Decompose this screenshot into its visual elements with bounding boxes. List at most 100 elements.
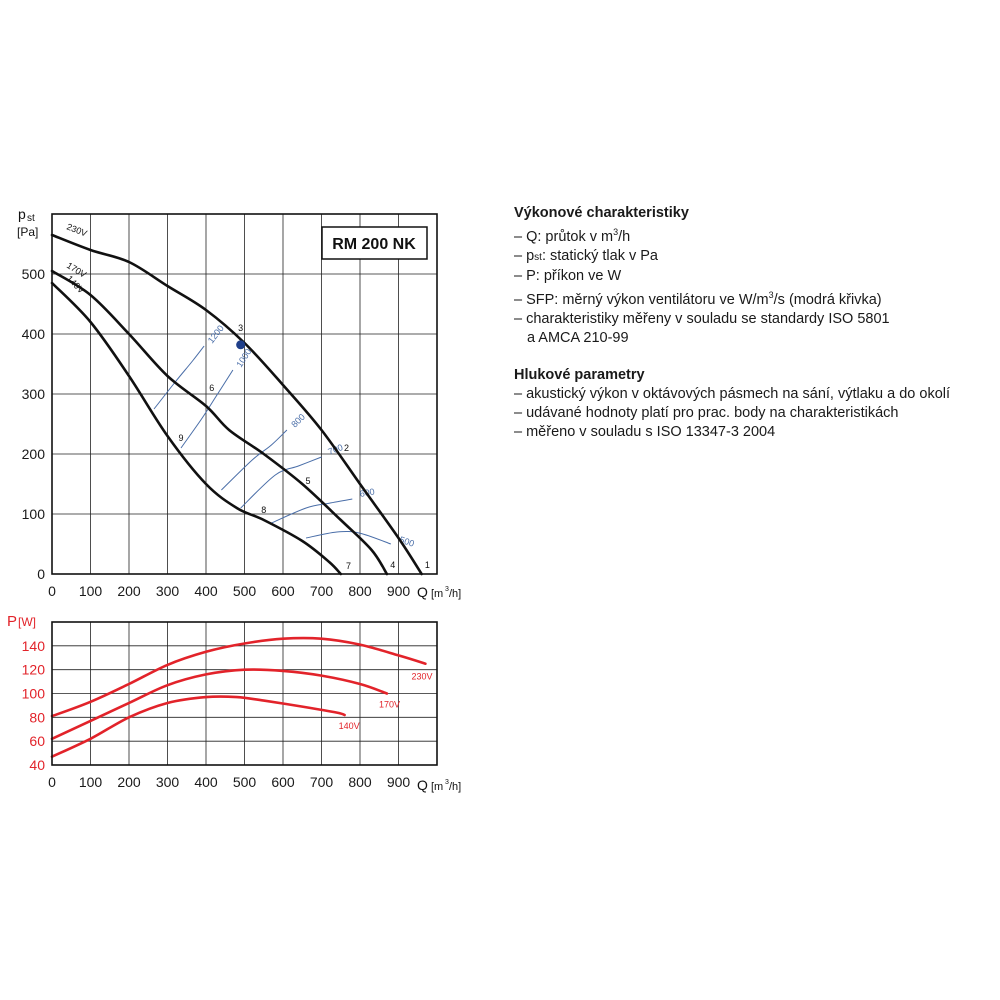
operating-point-label-3: 3 bbox=[238, 323, 243, 333]
pressure-curve-140V bbox=[50, 281, 343, 576]
power-x-tick-label: 100 bbox=[79, 774, 103, 790]
pressure-y-tick-label: 500 bbox=[22, 266, 46, 282]
sfp-curve-600 bbox=[271, 498, 353, 524]
pressure-ylabel-symbol: p bbox=[18, 206, 26, 222]
model-title-box bbox=[321, 226, 428, 260]
pressure-curve-230V bbox=[50, 233, 423, 576]
power-y-tick-label: 80 bbox=[29, 709, 45, 725]
info-item-iso-cont: a AMCA 210-99 bbox=[527, 329, 629, 346]
info-item-sfp-post: /s (modrá křivka) bbox=[773, 291, 882, 308]
operating-point-label-7: 7 bbox=[346, 561, 351, 571]
pressure-xlabel-unit-pre: [m bbox=[431, 588, 443, 600]
info-item-flow-sup: 3 bbox=[613, 227, 619, 237]
power-xlabel-unit-post: /h] bbox=[449, 781, 461, 793]
info-item-pressure-pre: – p bbox=[514, 247, 535, 264]
power-y-tick-label: 140 bbox=[22, 638, 46, 654]
power-ticks: 0 100 200 300 400 500 600 700 800 900 40 60 80 100 120… bbox=[22, 638, 411, 790]
sfp-curve-1000 bbox=[180, 369, 234, 449]
power-x-tick-label: 700 bbox=[310, 774, 334, 790]
pressure-xlabel-unit-sup: 3 bbox=[445, 586, 449, 593]
power-x-tick-label: 600 bbox=[271, 774, 295, 790]
noise-heading: Hlukové parametry bbox=[514, 366, 645, 383]
power-x-tick-label: 0 bbox=[48, 774, 56, 790]
power-curve-label-140V: 140V bbox=[339, 721, 360, 731]
power-curve-140V bbox=[50, 695, 346, 758]
power-xlabel: Q bbox=[417, 777, 428, 793]
power-xlabel-unit-pre: [m bbox=[431, 781, 443, 793]
sfp-curve-700 bbox=[240, 456, 322, 509]
power-x-tick-label: 200 bbox=[117, 774, 141, 790]
pressure-x-tick-label: 900 bbox=[387, 583, 411, 599]
pressure-x-tick-label: 0 bbox=[48, 583, 56, 599]
power-y-tick-label: 60 bbox=[29, 733, 45, 749]
power-y-tick-label: 120 bbox=[22, 662, 46, 678]
info-panel: Výkonové charakteristiky – Q: průtok v m… bbox=[514, 204, 1000, 442]
performance-heading: Výkonové charakteristiky bbox=[514, 205, 689, 221]
info-item-sfp-sup: 3 bbox=[768, 289, 774, 300]
info-item-pressure-sub: st bbox=[534, 251, 542, 263]
pressure-x-tick-label: 500 bbox=[233, 583, 257, 599]
operating-point-label-1: 1 bbox=[425, 560, 430, 570]
operating-point-label-9: 9 bbox=[178, 433, 183, 443]
power-x-tick-label: 800 bbox=[348, 774, 372, 790]
power-plot-frame bbox=[51, 621, 438, 766]
pressure-x-tick-label: 100 bbox=[79, 583, 103, 599]
power-y-tick-label: 100 bbox=[22, 686, 46, 702]
power-series bbox=[50, 636, 427, 758]
pressure-y-tick-label: 400 bbox=[22, 326, 46, 342]
pressure-y-tick-label: 0 bbox=[37, 566, 45, 582]
operating-point-label-5: 5 bbox=[306, 476, 311, 486]
operating-point-label-2: 2 bbox=[344, 443, 349, 453]
info-item-noise-1: – akustický výkon v oktávových pásmech n… bbox=[514, 385, 951, 402]
sfp-curve-500 bbox=[306, 531, 391, 545]
operating-point-label-6: 6 bbox=[209, 383, 214, 393]
power-chart: 230V 170V 140V 0 100 200 300 400 500 600 700 800 90… bbox=[7, 613, 461, 793]
info-item-flow-pre: – Q: průtok v m bbox=[514, 228, 614, 245]
info-item-flow: – Q: průtok v m3/h bbox=[514, 223, 1000, 247]
power-x-tick-label: 400 bbox=[194, 774, 218, 790]
pressure-x-tick-label: 300 bbox=[156, 583, 180, 599]
power-labels: 230V 170V 140V bbox=[339, 672, 433, 731]
operating-point-marker bbox=[236, 340, 246, 350]
info-item-power: – P: příkon ve W bbox=[514, 267, 622, 284]
info-item-sfp-pre: – SFP: měrný výkon ventilátoru ve W/m bbox=[514, 291, 769, 308]
pressure-x-tick-label: 400 bbox=[194, 583, 218, 599]
pressure-x-tick-label: 200 bbox=[117, 583, 141, 599]
info-item-noise-2: – udávané hodnoty platí pro prac. body n… bbox=[514, 404, 899, 421]
info-item-sfp: – SFP: měrný výkon ventilátoru ve W/m3/s… bbox=[514, 286, 1000, 310]
pressure-ticks: 0 100 200 300 400 500 600 700 800 900 0 100 200 300 40… bbox=[22, 266, 411, 599]
info-item-iso: – charakteristiky měřeny v souladu se st… bbox=[514, 310, 890, 327]
power-x-tick-label: 300 bbox=[156, 774, 180, 790]
pressure-y-tick-label: 300 bbox=[22, 386, 46, 402]
sfp-label-800: 800 bbox=[289, 412, 307, 430]
sfp-curve-800 bbox=[221, 429, 288, 491]
sfp-curve-1200 bbox=[153, 345, 205, 410]
info-item-flow-post: /h bbox=[618, 228, 631, 245]
power-y-tick-label: 40 bbox=[29, 757, 45, 773]
power-ylabel-unit: [W] bbox=[18, 615, 36, 629]
pressure-curve-170V bbox=[50, 269, 389, 576]
pressure-grid bbox=[52, 214, 437, 574]
power-x-tick-label: 500 bbox=[233, 774, 257, 790]
pressure-series bbox=[50, 233, 423, 576]
pressure-plot-frame bbox=[51, 213, 438, 575]
model-title: RM 200 NK bbox=[332, 236, 416, 253]
power-curve-label-170V: 170V bbox=[379, 700, 400, 710]
pressure-y-tick-label: 200 bbox=[22, 446, 46, 462]
pressure-y-tick-label: 100 bbox=[22, 506, 46, 522]
pressure-ylabel-sub: st bbox=[27, 213, 35, 224]
pressure-xlabel: Q bbox=[417, 584, 428, 600]
info-item-noise-3: – měřeno v souladu s ISO 13347-3 2004 bbox=[514, 423, 776, 440]
pressure-ylabel-unit: [Pa] bbox=[17, 225, 38, 239]
pressure-x-tick-label: 600 bbox=[271, 583, 295, 599]
power-xlabel-unit-sup: 3 bbox=[445, 779, 449, 786]
info-item-pressure-post: : statický tlak v Pa bbox=[541, 247, 658, 264]
power-curve-170V bbox=[50, 668, 389, 741]
info-item-pressure: – pst: statický tlak v Pa bbox=[514, 247, 1000, 267]
pressure-x-tick-label: 700 bbox=[310, 583, 334, 599]
power-ylabel: P bbox=[7, 613, 17, 630]
pressure-curve-label-230V: 230V bbox=[65, 222, 88, 239]
pressure-x-tick-label: 800 bbox=[348, 583, 372, 599]
